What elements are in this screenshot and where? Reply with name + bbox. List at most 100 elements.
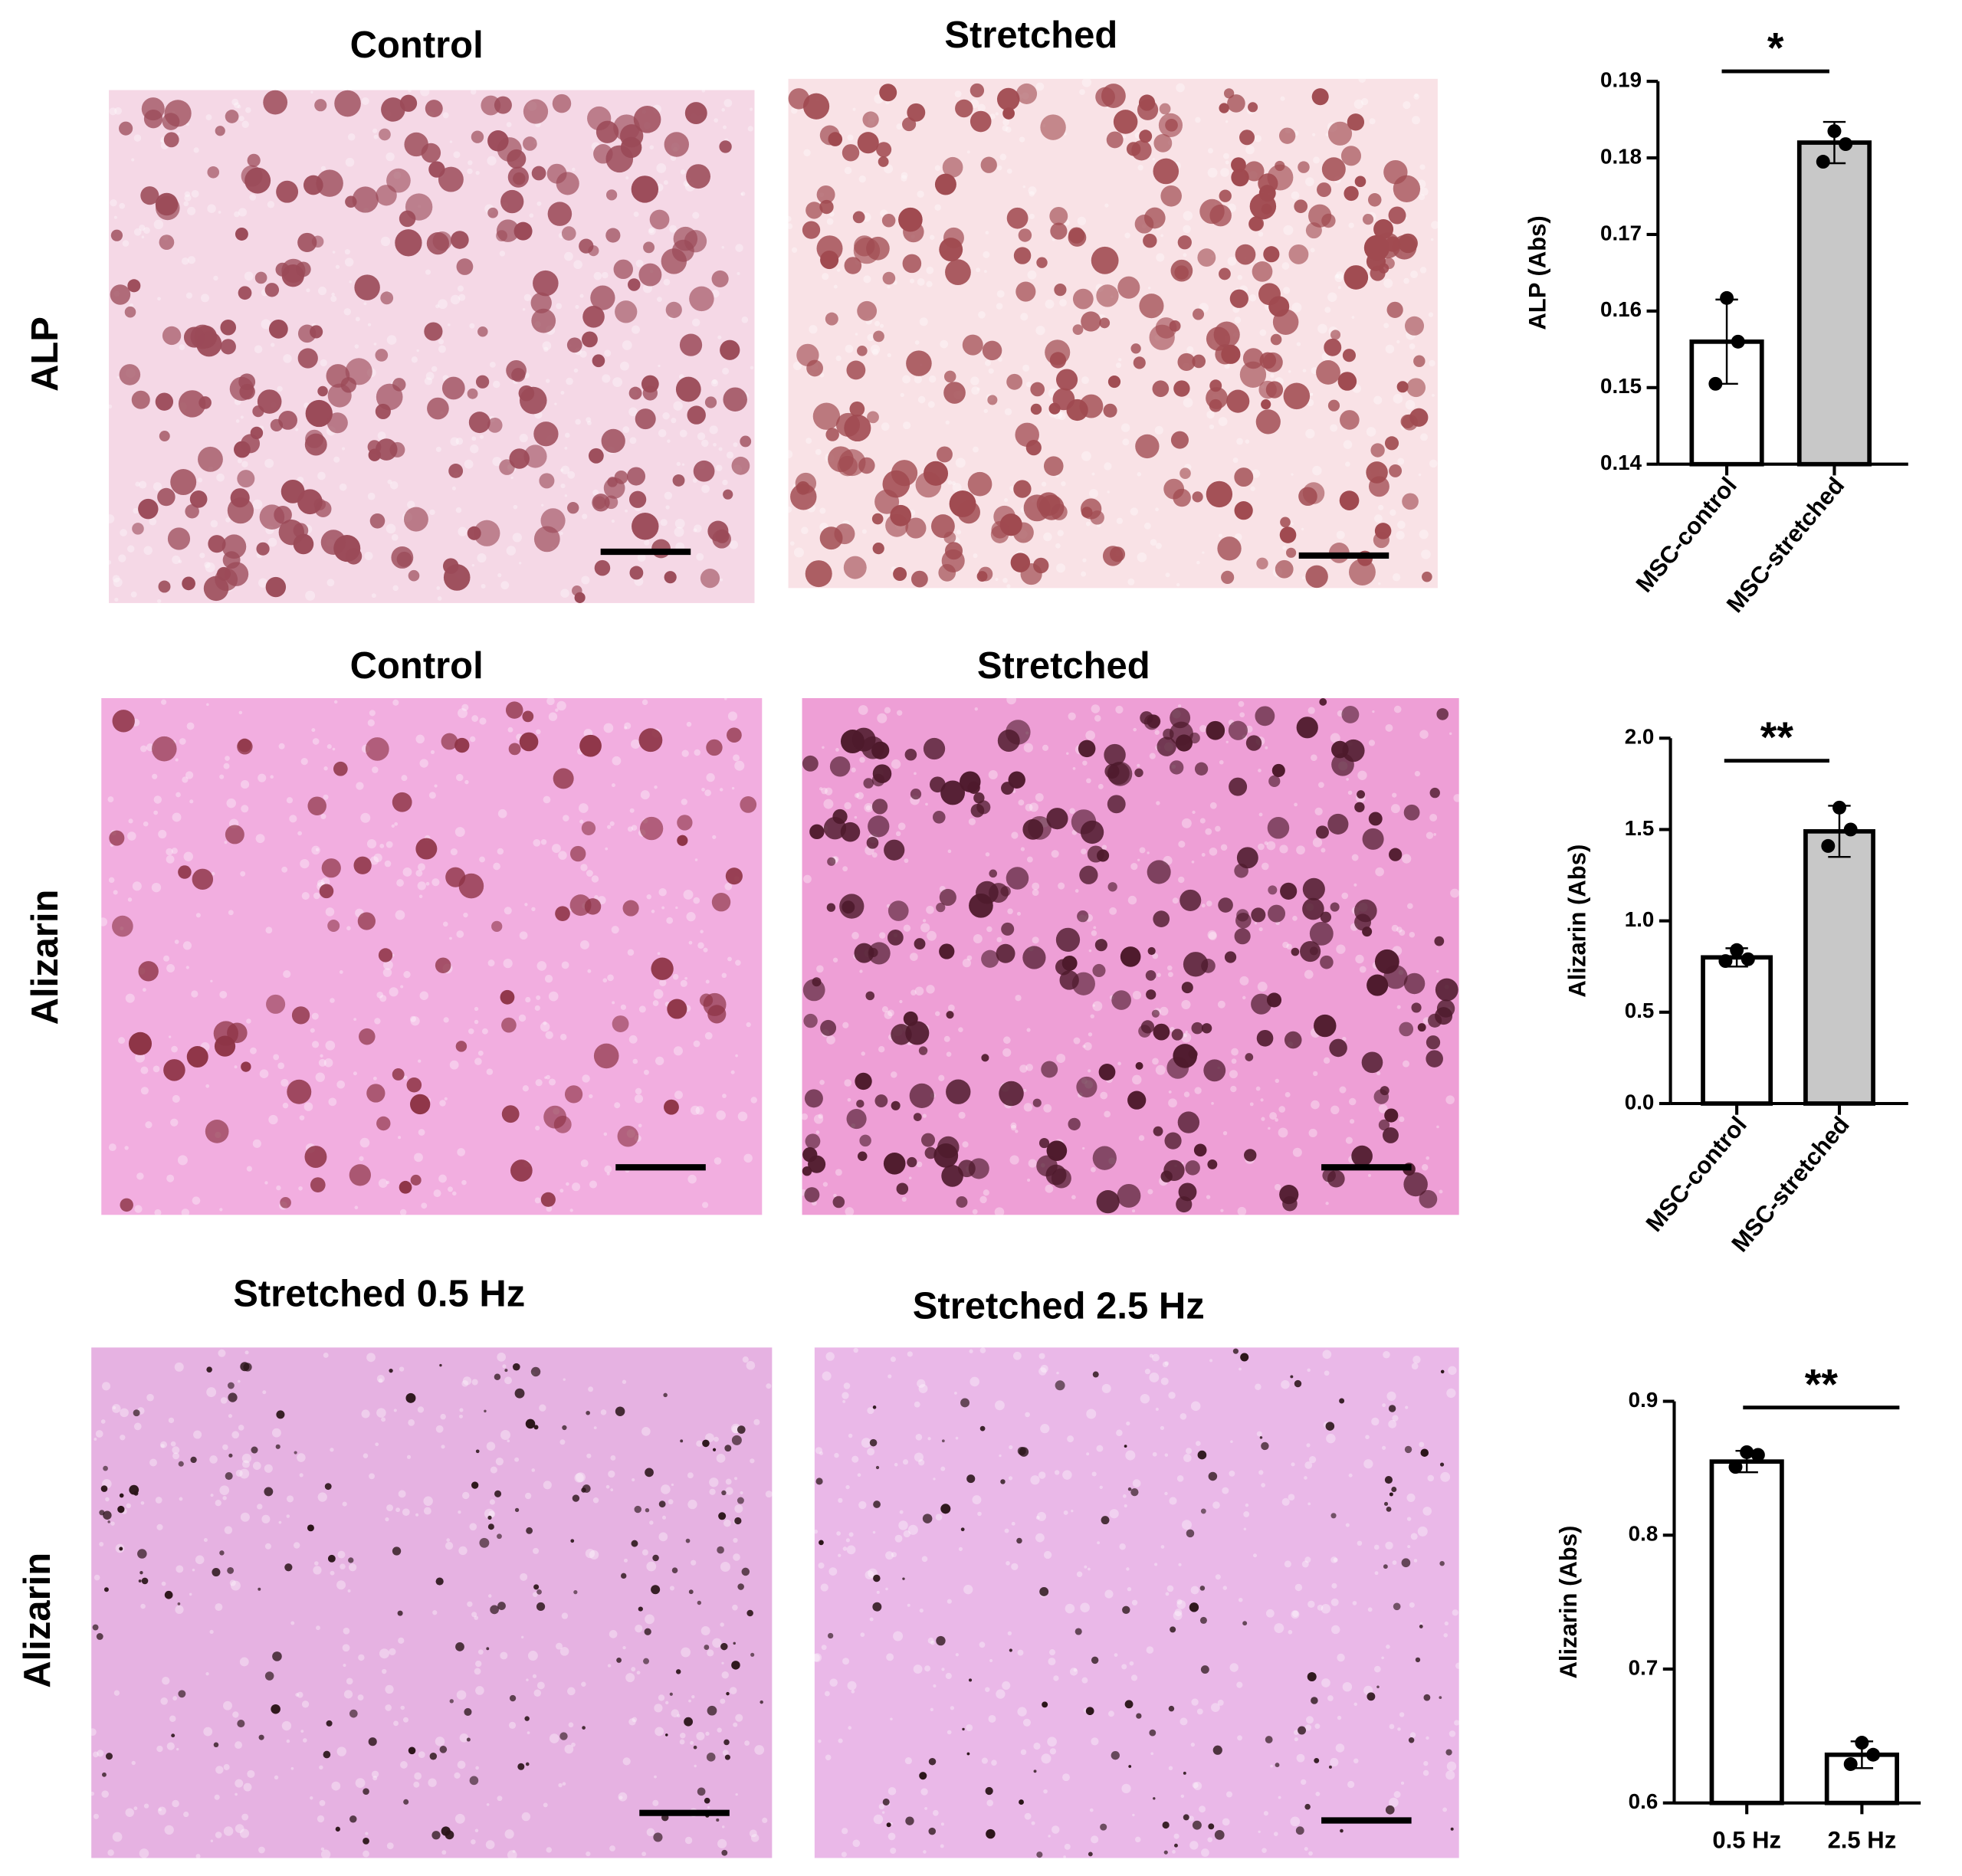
texture (389, 987, 399, 997)
texture (1006, 694, 1016, 705)
cell (458, 873, 484, 899)
texture (1004, 497, 1009, 503)
texture (1115, 705, 1124, 714)
texture (709, 425, 718, 435)
cell (663, 1392, 668, 1398)
texture (826, 1035, 835, 1045)
texture (1097, 783, 1104, 789)
texture (697, 942, 704, 949)
cell (1311, 88, 1329, 106)
texture (1368, 740, 1376, 746)
texture (1336, 944, 1346, 954)
texture (1229, 1070, 1238, 1079)
texture (1186, 346, 1194, 353)
cell (435, 957, 451, 973)
cell (1278, 127, 1296, 144)
cell (804, 1089, 823, 1108)
cell (832, 1195, 845, 1209)
texture (371, 1770, 379, 1778)
texture (1219, 759, 1224, 765)
texture (958, 1546, 963, 1551)
cell (726, 1691, 730, 1696)
texture (694, 749, 701, 756)
cell (907, 1156, 917, 1168)
texture (604, 349, 612, 357)
cell (645, 1468, 654, 1478)
texture (183, 201, 189, 207)
texture (665, 505, 670, 510)
texture (740, 1491, 743, 1495)
cell (501, 1017, 517, 1033)
texture (966, 150, 970, 154)
texture (532, 1674, 537, 1678)
texture (1207, 930, 1217, 940)
texture (1029, 191, 1035, 197)
cell (1232, 1348, 1239, 1354)
texture (735, 1054, 738, 1058)
texture (669, 1586, 675, 1591)
cell (1367, 1692, 1376, 1701)
cell (1018, 228, 1032, 242)
cell (266, 994, 286, 1014)
cell (533, 421, 559, 447)
texture (1414, 93, 1419, 97)
texture (189, 1592, 192, 1596)
cell (1033, 557, 1049, 574)
texture (244, 107, 251, 113)
texture (1417, 1526, 1428, 1537)
cell (100, 1485, 108, 1492)
cell (170, 469, 197, 496)
texture (265, 927, 273, 934)
cell (552, 93, 572, 113)
significance-label: ** (1760, 713, 1794, 761)
cell (1186, 1529, 1195, 1538)
texture (1426, 1156, 1430, 1160)
texture (1022, 364, 1030, 372)
texture (543, 1802, 548, 1808)
texture (1414, 770, 1421, 777)
texture (372, 1776, 378, 1781)
texture (1390, 804, 1400, 814)
cell (1291, 947, 1300, 956)
cell (1143, 233, 1157, 248)
texture (826, 218, 834, 225)
texture (271, 1428, 281, 1438)
texture (238, 710, 243, 715)
texture (536, 729, 541, 735)
texture (735, 959, 741, 966)
texture (1245, 145, 1255, 155)
texture (803, 874, 812, 884)
texture (127, 545, 135, 553)
texture (1194, 1087, 1202, 1094)
cell (592, 354, 605, 368)
cell (1036, 257, 1048, 268)
texture (611, 783, 615, 788)
cell (314, 99, 327, 112)
cell (612, 1015, 629, 1032)
cell (740, 435, 752, 448)
texture (884, 1011, 893, 1019)
cell (1385, 236, 1401, 252)
texture (602, 978, 608, 983)
cell (943, 227, 964, 248)
texture (369, 710, 376, 717)
cell (968, 1678, 973, 1682)
texture (133, 1422, 142, 1431)
texture (323, 766, 328, 771)
texture (1207, 167, 1218, 178)
cell (399, 94, 418, 112)
texture (632, 1478, 635, 1482)
cell (976, 571, 988, 582)
texture (851, 1455, 859, 1463)
texture (171, 848, 178, 854)
texture (655, 1727, 664, 1737)
texture (684, 976, 687, 980)
texture (867, 1407, 874, 1415)
cell (265, 576, 287, 598)
texture (378, 1378, 383, 1383)
texture (842, 1022, 849, 1028)
texture (684, 1836, 693, 1845)
texture (1254, 135, 1262, 143)
texture (605, 847, 609, 851)
cell (815, 1478, 823, 1485)
